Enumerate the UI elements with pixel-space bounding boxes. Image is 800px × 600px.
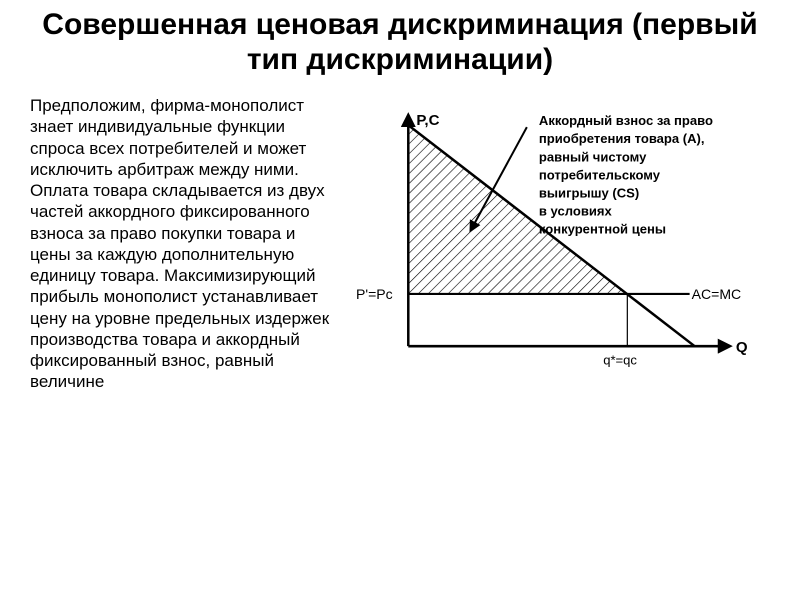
slide-title: Совершенная ценовая дискриминация (первы… bbox=[30, 8, 770, 77]
content-row: Предположим, фирма-монополист знает инди… bbox=[30, 95, 770, 393]
price-discrimination-chart: AC=MC P,C Q P'=Pc q*=qc Аккордный взнос за пр… bbox=[348, 95, 770, 386]
acmc-label: AC=MC bbox=[692, 286, 742, 302]
svg-text:в условиях: в условиях bbox=[539, 204, 613, 219]
svg-text:равный чистому: равный чистому bbox=[539, 149, 647, 164]
x-axis-label: Q bbox=[736, 339, 748, 356]
annotation-text: Аккордный взнос за право приобретения тов… bbox=[539, 113, 713, 237]
svg-text:выигрышу (CS): выигрышу (CS) bbox=[539, 185, 639, 200]
svg-text:приобретения товара (A),: приобретения товара (A), bbox=[539, 131, 705, 146]
svg-text:потребительскому: потребительскому bbox=[539, 167, 661, 182]
chart-container: AC=MC P,C Q P'=Pc q*=qc Аккордный взнос за пр… bbox=[348, 95, 770, 393]
svg-text:Аккордный взнос за право: Аккордный взнос за право bbox=[539, 113, 713, 128]
p-label: P'=Pc bbox=[356, 286, 393, 302]
q-label: q*=qc bbox=[603, 352, 637, 367]
svg-text:конкурентной цены: конкурентной цены bbox=[539, 222, 666, 237]
y-axis-label: P,C bbox=[416, 112, 439, 129]
slide-page: Совершенная ценовая дискриминация (первы… bbox=[0, 0, 800, 600]
description-paragraph: Предположим, фирма-монополист знает инди… bbox=[30, 95, 330, 393]
